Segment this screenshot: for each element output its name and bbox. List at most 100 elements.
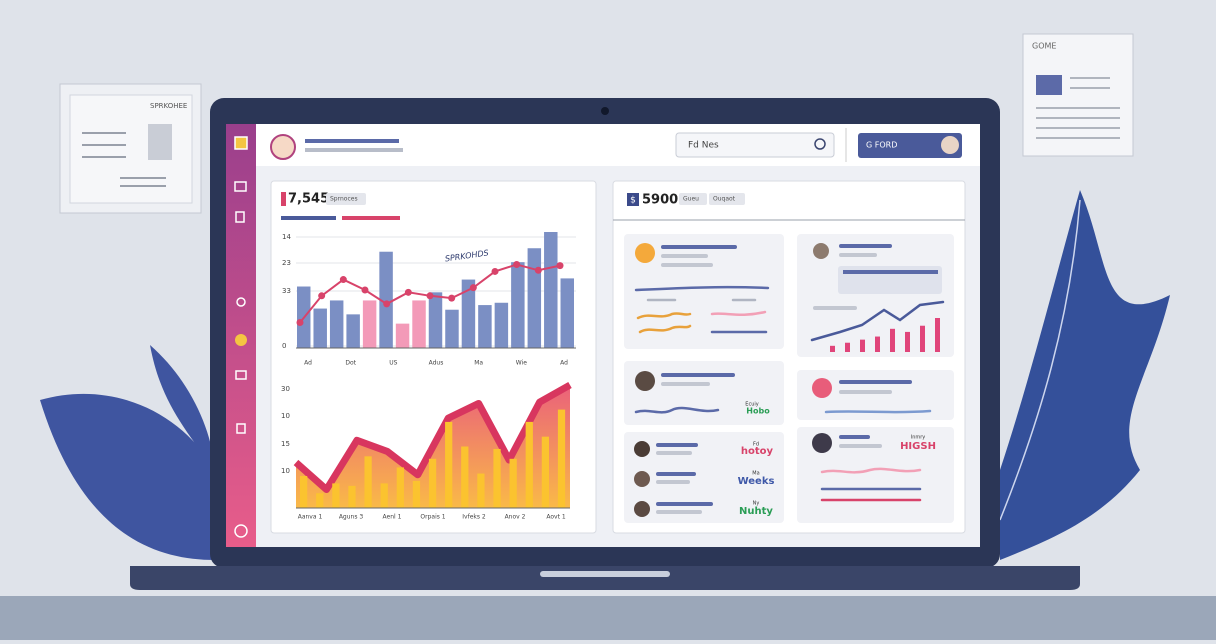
leaf-vein xyxy=(999,199,1081,521)
card xyxy=(624,234,784,349)
bar xyxy=(461,279,476,348)
x-tick-label: Aovt 1 xyxy=(546,514,565,521)
bar xyxy=(477,473,485,508)
trackpad-notch xyxy=(540,571,670,577)
wall-card-image xyxy=(148,124,172,160)
bar xyxy=(412,480,421,508)
line-point xyxy=(361,286,369,294)
bar xyxy=(412,300,426,348)
header-button-text: G FORD xyxy=(866,141,897,150)
leaf-left xyxy=(40,345,215,560)
badge xyxy=(679,193,707,205)
y-tick-label: 33 xyxy=(282,287,291,295)
x-tick-label: Aenl 1 xyxy=(383,514,402,521)
line-point xyxy=(491,267,499,275)
x-tick-label: Aguns 3 xyxy=(339,514,364,521)
search-box[interactable] xyxy=(675,132,835,158)
y-tick-label: 10 xyxy=(281,412,290,420)
x-tick-label: Dot xyxy=(345,360,356,367)
card-big-label: Weeks xyxy=(738,476,775,487)
line-point xyxy=(448,294,456,302)
sidebar-active[interactable] xyxy=(235,334,247,346)
bar xyxy=(329,300,344,348)
bar xyxy=(346,314,360,348)
line-point xyxy=(318,292,326,300)
badge-text: Sprnoces xyxy=(330,196,358,203)
x-tick-label: Ma xyxy=(474,360,483,367)
line-point xyxy=(426,292,434,300)
bar xyxy=(395,323,410,348)
bar xyxy=(332,483,340,508)
line-point xyxy=(383,300,391,308)
bar xyxy=(478,305,492,348)
currency: $ xyxy=(630,196,636,206)
badge-text: Gueu xyxy=(683,196,699,203)
bar xyxy=(494,302,509,348)
header-line xyxy=(305,139,399,143)
wall-card-lines xyxy=(82,132,166,187)
bar xyxy=(525,421,533,508)
bar xyxy=(379,251,393,348)
x-tick-label: Aanva 1 xyxy=(298,514,323,521)
bar xyxy=(396,467,404,508)
card-small-label: Ny xyxy=(753,501,760,507)
bar xyxy=(527,248,542,348)
area-edge xyxy=(293,381,572,494)
card xyxy=(797,234,954,357)
wall-doc-image xyxy=(1036,75,1062,95)
legend-line xyxy=(342,216,400,220)
line-point xyxy=(534,266,542,274)
laptop-base xyxy=(130,566,1080,590)
badge xyxy=(709,193,745,205)
leaf-right xyxy=(1000,190,1170,560)
mini-bar xyxy=(875,336,880,352)
line-point xyxy=(513,260,521,268)
card-small-label: Inmry xyxy=(911,435,926,441)
wall-doc-lines xyxy=(1036,77,1120,139)
card-avatars xyxy=(634,243,832,517)
bar xyxy=(509,458,517,508)
wall-card-label: SPRKOHEE xyxy=(150,102,187,110)
badge-text: Ouqaot xyxy=(713,196,736,203)
stat-mark xyxy=(281,192,286,206)
x-tick-label: Ad xyxy=(304,360,312,367)
y-tick-label: 14 xyxy=(282,233,291,241)
search-icon[interactable] xyxy=(814,138,826,150)
header-line xyxy=(305,148,403,152)
bar xyxy=(461,446,469,508)
x-tick-label: Ad xyxy=(560,360,568,367)
x-tick-label: US xyxy=(389,360,397,367)
x-tick-label: Anov 2 xyxy=(505,514,526,521)
y-tick-label: 15 xyxy=(281,440,290,448)
bar xyxy=(380,483,388,508)
user-avatar[interactable] xyxy=(941,136,959,154)
x-tick-label: Adus xyxy=(429,360,444,367)
line-point xyxy=(469,284,477,292)
mini-bar xyxy=(830,345,835,352)
bar xyxy=(544,232,558,348)
y-tick-label: 23 xyxy=(282,259,291,267)
card-text-lines xyxy=(656,244,912,514)
header-button[interactable] xyxy=(858,133,962,158)
bar xyxy=(445,421,453,508)
y-tick-label: 0 xyxy=(282,342,286,350)
bar xyxy=(541,436,550,508)
x-tick-label: Ivfeks 2 xyxy=(462,514,486,521)
bar xyxy=(316,493,324,508)
bar xyxy=(300,476,308,508)
left-stat: 7,545 xyxy=(288,192,329,207)
bar xyxy=(428,458,437,508)
card-small-label: Fd xyxy=(753,442,759,448)
search-text: Fd Nes xyxy=(688,141,719,151)
card-big-label: Hobo xyxy=(746,407,770,416)
bar xyxy=(364,456,372,508)
line-point xyxy=(296,318,304,326)
bar xyxy=(493,448,501,508)
bar xyxy=(511,262,525,348)
desk xyxy=(0,596,1216,640)
x-tick-label: Wie xyxy=(516,360,527,367)
camera xyxy=(601,107,609,115)
avatar[interactable] xyxy=(270,134,296,160)
mini-bar xyxy=(920,325,925,352)
